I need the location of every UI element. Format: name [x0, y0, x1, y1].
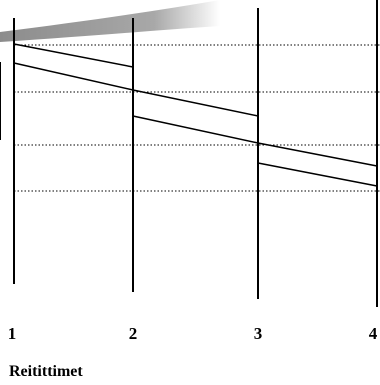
packet-edge: [13, 62, 134, 91]
router-label-3: 3: [253, 324, 263, 343]
packet-edge: [13, 43, 134, 68]
packet-edge: [257, 142, 378, 167]
packet-edge: [132, 89, 259, 117]
router-label-1: 1: [7, 324, 17, 343]
diagram-caption: Reitittimet: [9, 363, 83, 380]
router-label-2: 2: [128, 324, 138, 343]
router-label-4: 4: [368, 324, 378, 343]
packet-edge: [132, 115, 259, 144]
packet-edge: [257, 162, 378, 187]
header-banner: [0, 0, 220, 42]
